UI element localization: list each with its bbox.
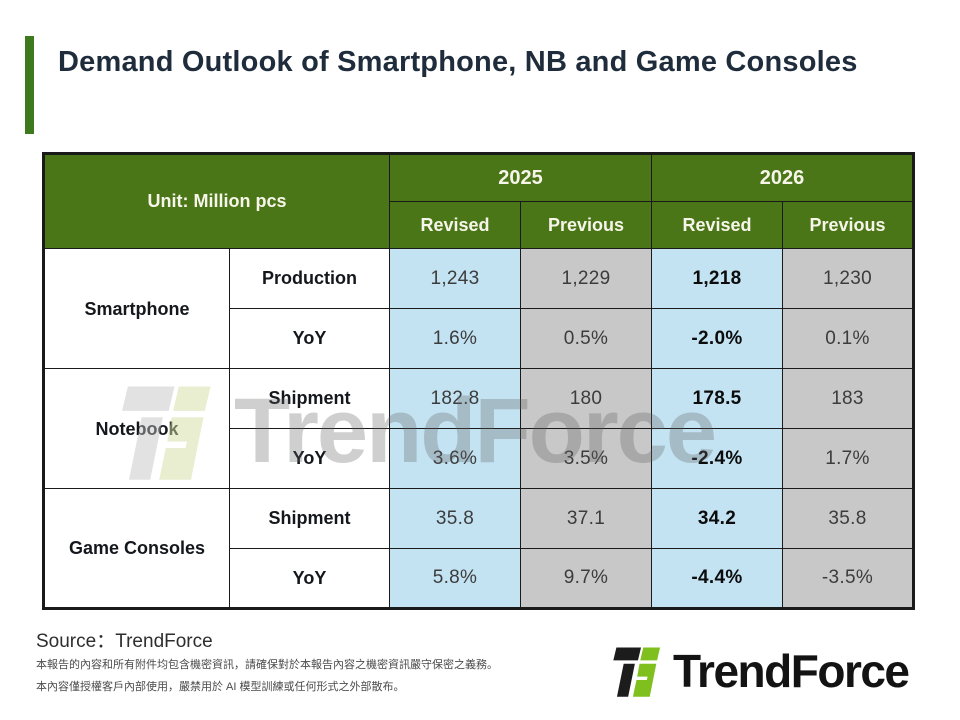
table-cell: -4.4%	[651, 548, 783, 609]
table-cell: 34.2	[651, 488, 783, 549]
disclaimer-line-1: 本報告的內容和所有附件均包含機密資訊，請確保對於本報告內容之機密資訊嚴守保密之義…	[36, 659, 498, 671]
category-smartphone: Smartphone	[43, 248, 230, 369]
table-cell: -3.5%	[782, 548, 914, 609]
category-game-consoles: Game Consoles	[43, 488, 230, 609]
trendforce-logo: TrendForce	[608, 642, 910, 700]
table-cell: -2.4%	[651, 428, 783, 489]
page-title: Demand Outlook of Smartphone, NB and Gam…	[58, 46, 858, 78]
metric-yoy: YoY	[229, 548, 390, 609]
table-cell: 1.7%	[782, 428, 914, 489]
table-cell: 1,229	[520, 248, 652, 309]
table-row-smartphone-yoy: YoY 1.6% 0.5% -2.0% 0.1%	[44, 308, 914, 369]
category-notebook: Notebook	[43, 368, 230, 489]
table-row-smartphone-production: Smartphone Production 1,243 1,229 1,218 …	[43, 248, 914, 369]
table-cell: 3.6%	[389, 428, 521, 489]
table-cell: 37.1	[520, 488, 652, 549]
year-2025-header: 2025	[389, 153, 652, 202]
table-cell: 178.5	[651, 368, 783, 429]
unit-label-cell: Unit: Million pcs	[43, 153, 390, 249]
table-cell: 0.1%	[782, 308, 914, 369]
header-2026-previous: Previous	[782, 201, 914, 249]
table-cell: 1.6%	[389, 308, 521, 369]
metric-shipment: Shipment	[229, 488, 390, 549]
metric-production: Production	[229, 248, 390, 309]
table-cell: 35.8	[782, 488, 914, 549]
trendforce-logo-text: TrendForce	[673, 645, 910, 697]
table-cell: 1,218	[651, 248, 783, 309]
table-cell: 182.8	[389, 368, 521, 429]
table-cell: 1,243	[389, 248, 521, 309]
table-cell: 9.7%	[520, 548, 652, 609]
header-2026-revised: Revised	[651, 201, 783, 249]
table-cell: 180	[520, 368, 652, 429]
table-cell: 5.8%	[389, 548, 521, 609]
table-row-notebook-yoy: YoY 3.6% 3.5% -2.4% 1.7%	[44, 428, 914, 489]
table-row-notebook-shipment: Notebook Shipment 182.8 180 178.5 183	[43, 368, 914, 489]
metric-yoy: YoY	[229, 308, 390, 369]
table-cell: 183	[782, 368, 914, 429]
trendforce-logo-icon	[613, 647, 661, 697]
metric-yoy: YoY	[229, 428, 390, 489]
table-cell: 3.5%	[520, 428, 652, 489]
table-cell: -2.0%	[651, 308, 783, 369]
table-cell: 35.8	[389, 488, 521, 549]
disclaimer-line-2: 本內容僅授權客戶內部使用，嚴禁用於 AI 模型訓練或任何形式之外部散布。	[36, 681, 405, 693]
table-cell: 0.5%	[520, 308, 652, 369]
demand-outlook-table: Unit: Million pcs 2025 2026 Revised Prev…	[42, 152, 915, 610]
table-row-game-consoles-yoy: YoY 5.8% 9.7% -4.4% -3.5%	[44, 548, 914, 609]
table-cell: 1,230	[782, 248, 914, 309]
metric-shipment: Shipment	[229, 368, 390, 429]
title-accent-bar	[25, 36, 34, 134]
year-2026-header: 2026	[651, 153, 914, 202]
source-label: Source：TrendForce	[36, 631, 213, 652]
disclaimer-text: 本報告的內容和所有附件均包含機密資訊，請確保對於本報告內容之機密資訊嚴守保密之義…	[36, 654, 498, 698]
header-2025-revised: Revised	[389, 201, 521, 249]
header-2025-previous: Previous	[520, 201, 652, 249]
table-row-game-consoles-shipment: Game Consoles Shipment 35.8 37.1 34.2 35…	[43, 488, 914, 609]
